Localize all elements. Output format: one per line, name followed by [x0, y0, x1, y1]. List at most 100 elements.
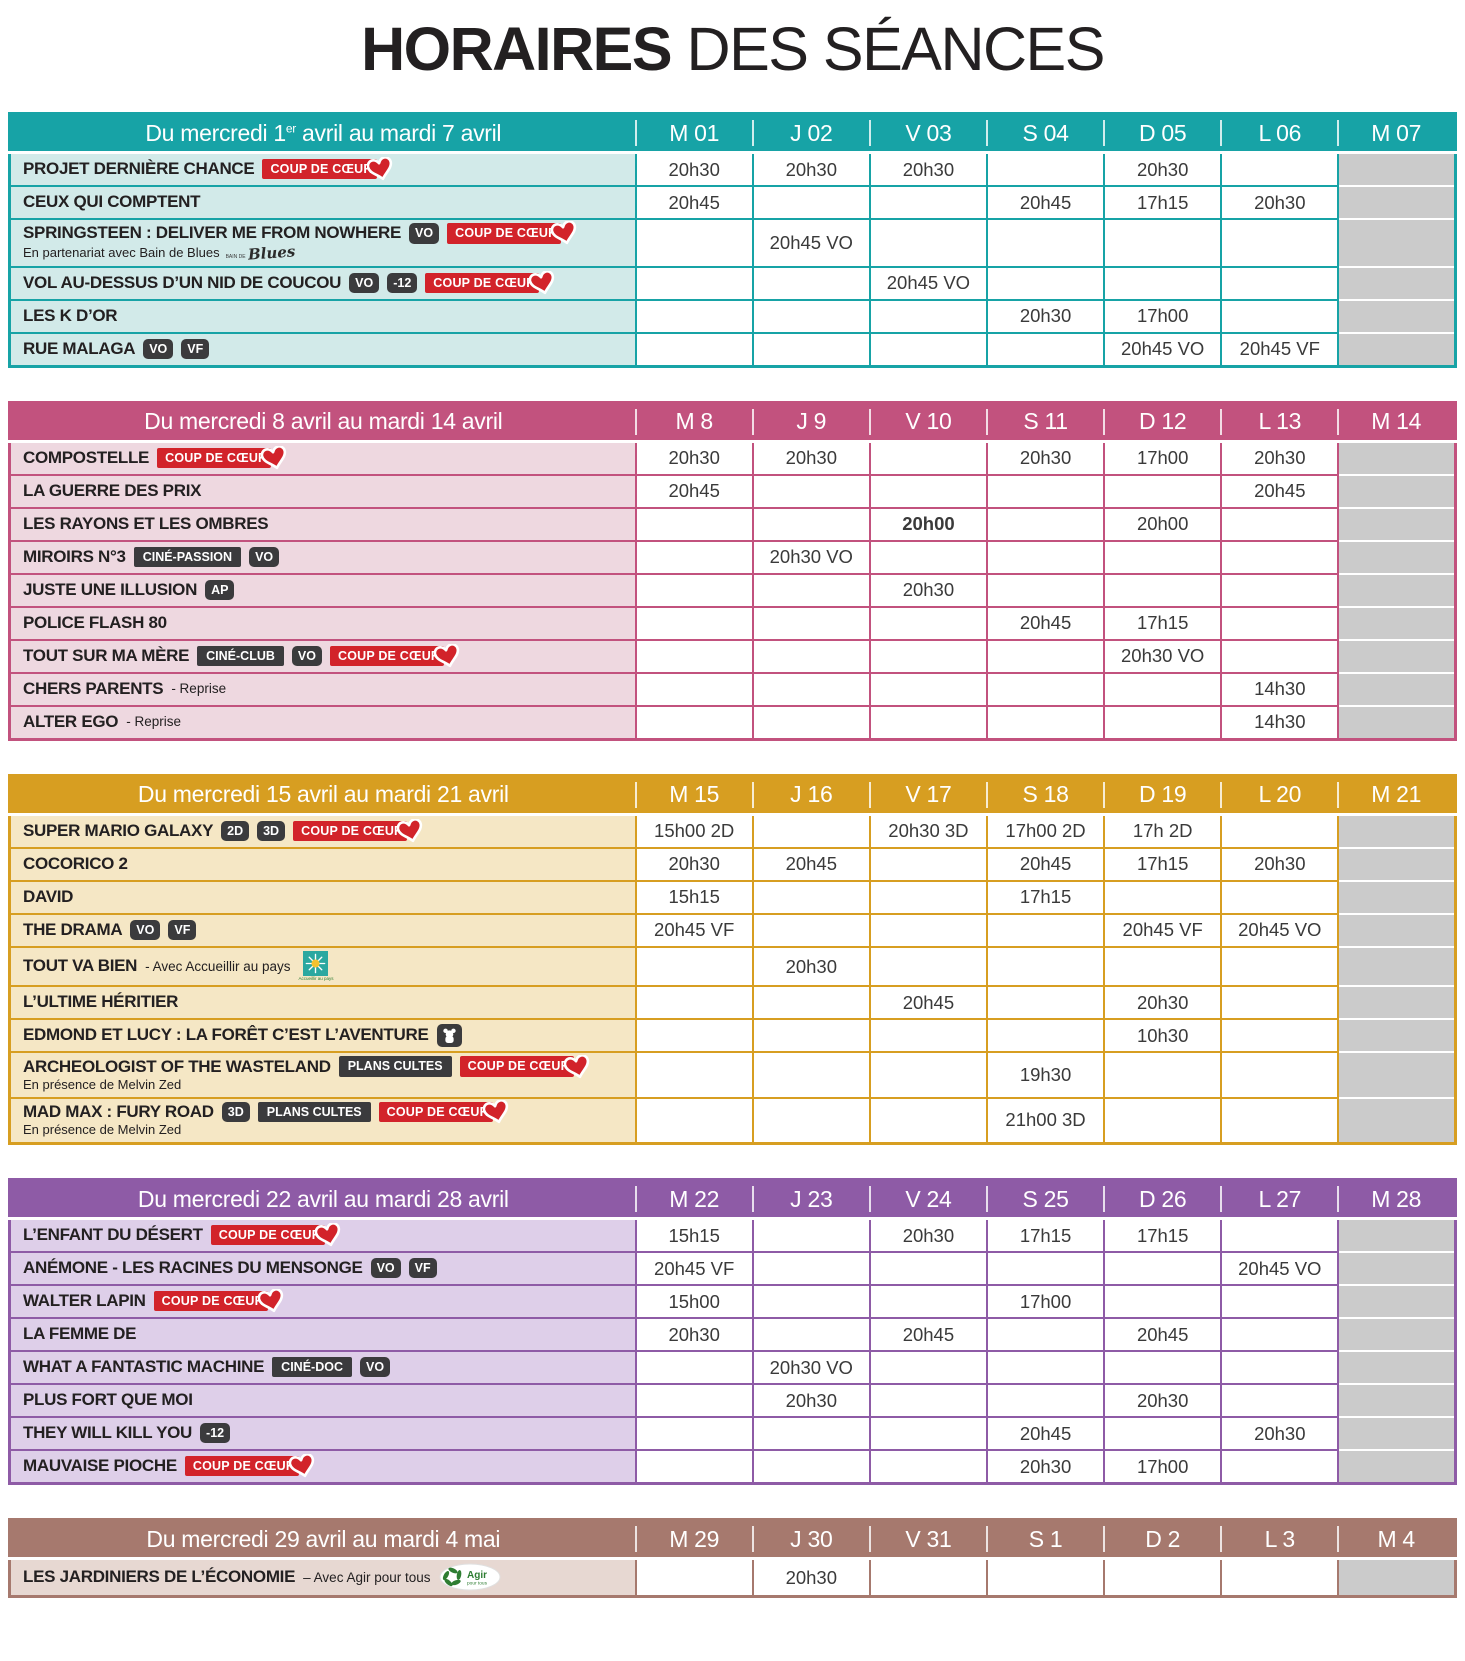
coup-de-coeur-label: COUP DE CŒUR [270, 161, 373, 176]
time-cell [751, 473, 871, 509]
day-header-d-05: D 05 [1103, 113, 1222, 154]
time-cell [1103, 539, 1223, 575]
page-title-bold: HORAIRES [361, 15, 672, 83]
coup-de-coeur-label: COUP DE CŒUR [301, 823, 404, 838]
week-title: Du mercredi 22 avril au mardi 28 avril [9, 1179, 636, 1221]
time-cell [1220, 1383, 1340, 1419]
film-title: SPRINGSTEEN : DELIVER ME FROM NOWHERE [23, 223, 402, 243]
day-header-l-3: L 3 [1220, 1519, 1339, 1561]
time-cell [868, 473, 988, 509]
time-cell: 20h30 [634, 1317, 754, 1353]
day-header-m-14: M 14 [1337, 402, 1456, 443]
film-cell: SUPER MARIO GALAXY 2D 3D COUP DE CŒUR [8, 813, 637, 849]
day-header-l-20: L 20 [1220, 775, 1339, 816]
film-title: SUPER MARIO GALAXY [23, 820, 214, 840]
time-cell [985, 218, 1106, 268]
time-cell: 20h00 [1103, 506, 1223, 542]
day-header-m-15: M 15 [634, 775, 753, 816]
time-cell: 17h00 [985, 1284, 1106, 1320]
film-row: LES JARDINIERS DE L’ÉCONOMIE – Avec Agir … [8, 1557, 1457, 1598]
time-cell [868, 846, 988, 882]
film-title: LES JARDINIERS DE L’ÉCONOMIE [23, 1567, 296, 1587]
day-header-v-10: V 10 [868, 402, 987, 443]
film-cell: MIROIRS N°3 CINÉ-PASSION VO [8, 539, 637, 575]
film-row: LES RAYONS ET LES OMBRES 20h00 20h00 [8, 506, 1457, 542]
time-cell [1337, 1317, 1457, 1353]
film-suffix: – Avec Agir pour tous [303, 1569, 431, 1585]
time-cell [985, 671, 1106, 707]
time-cell [1103, 572, 1223, 608]
time-cell: 17h00 [1103, 1449, 1223, 1485]
film-row: COCORICO 2 20h30 20h45 20h45 17h15 20h30 [8, 846, 1457, 882]
film-title: LES K D’OR [23, 305, 118, 325]
time-cell: 20h45 [985, 605, 1106, 641]
time-cell: 20h30 [751, 945, 871, 988]
time-cell [1220, 298, 1340, 334]
time-cell [751, 813, 871, 849]
day-header-j-16: J 16 [751, 775, 870, 816]
coup-de-coeur-label: COUP DE CŒUR [467, 1059, 570, 1074]
day-header-m-01: M 01 [634, 113, 753, 154]
film-row: ARCHEOLOGIST OF THE WASTELAND PLANS CULTE… [8, 1051, 1457, 1099]
time-cell [985, 638, 1106, 674]
time-cell [634, 638, 754, 674]
time-cell [1103, 945, 1223, 988]
day-header-m-4: M 4 [1337, 1519, 1456, 1561]
time-cell [634, 1383, 754, 1419]
time-cell: 20h30 [1220, 185, 1340, 220]
time-cell [634, 539, 754, 575]
time-cell [1337, 1383, 1457, 1419]
film-row: POLICE FLASH 80 20h45 17h15 [8, 605, 1457, 641]
film-row: LES K D’OR 20h30 17h00 [8, 298, 1457, 334]
film-title-line: LES K D’OR [23, 306, 627, 326]
time-cell [1337, 1350, 1457, 1386]
week-title: Du mercredi 15 avril au mardi 21 avril [9, 775, 636, 816]
badge-coup-de-coeur: COUP DE CŒUR [157, 444, 287, 469]
film-row: LA GUERRE DES PRIX 20h45 20h45 [8, 473, 1457, 509]
time-cell [751, 704, 871, 741]
film-title-line: THEY WILL KILL YOU -12 [23, 1422, 627, 1444]
time-cell: 20h00 [868, 506, 988, 542]
film-title-line: DAVID [23, 887, 627, 907]
film-cell: SPRINGSTEEN : DELIVER ME FROM NOWHERE VO C… [8, 218, 637, 268]
time-cell [868, 879, 988, 915]
time-cell [1337, 331, 1457, 368]
film-title-line: EDMOND ET LUCY : LA FORÊT C’EST L’AVENTU… [23, 1023, 627, 1047]
badge-vf: VF [168, 919, 197, 940]
time-cell [1220, 1096, 1340, 1145]
week-header-row: Du mercredi 8 avril au mardi 14 avril M 8… [9, 402, 1456, 443]
time-cell [868, 638, 988, 674]
time-cell [1337, 440, 1457, 476]
film-title: CHERS PARENTS [23, 678, 164, 698]
film-title: L’ENFANT DU DÉSERT [23, 1225, 203, 1245]
time-cell: 20h30 [634, 846, 754, 882]
badge-vo: VO [349, 272, 380, 293]
film-title-line: L’ULTIME HÉRITIER [23, 992, 627, 1012]
time-cell [868, 1251, 988, 1287]
time-cell: 20h30 [868, 1217, 988, 1254]
film-cell: MAUVAISE PIOCHE COUP DE CŒUR [8, 1449, 637, 1485]
film-title-line: PROJET DERNIÈRE CHANCE COUP DE CŒUR [23, 156, 627, 181]
time-cell [1103, 1096, 1223, 1145]
film-title: TOUT SUR MA MÈRE [23, 645, 190, 665]
time-cell [985, 331, 1106, 368]
time-cell [1337, 813, 1457, 849]
time-cell [751, 879, 871, 915]
time-cell [985, 151, 1106, 187]
page-title-light: DES SÉANCES [671, 15, 1106, 83]
badge-3d: 3D [221, 1101, 250, 1123]
badge-cin-club: CINÉ-CLUB [197, 645, 284, 666]
badge-vf: VF [408, 1257, 437, 1279]
time-cell: 15h15 [634, 879, 754, 915]
week-header-row: Du mercredi 29 avril au mardi 4 mai M 29 J… [9, 1519, 1456, 1561]
film-cell: JUSTE UNE ILLUSION AP [8, 572, 637, 608]
film-subtitle: En présence de Melvin Zed [23, 1122, 627, 1138]
time-cell [868, 912, 988, 948]
time-cell [1220, 218, 1340, 268]
badge-coup-de-coeur: COUP DE CŒUR [210, 1222, 341, 1247]
heart-icon [563, 1053, 591, 1079]
film-title: JUSTE UNE ILLUSION [23, 579, 198, 599]
day-header-l-27: L 27 [1220, 1179, 1339, 1221]
film-cell: TOUT SUR MA MÈRE CINÉ-CLUB VO COUP DE CŒUR [8, 638, 637, 674]
time-cell [1220, 539, 1340, 575]
